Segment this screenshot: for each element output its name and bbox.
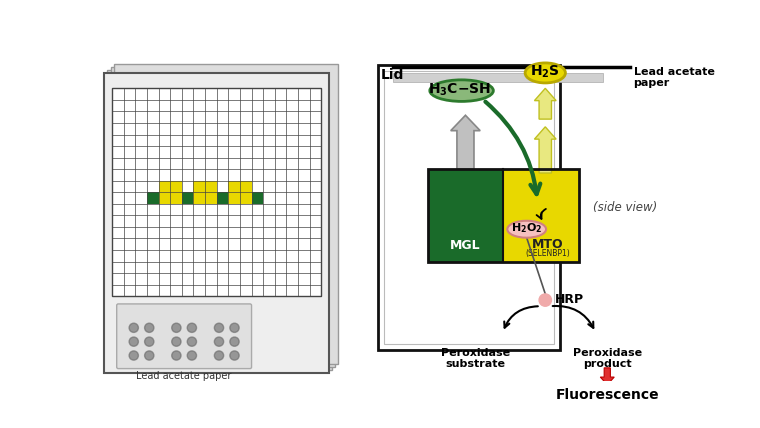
Bar — [194, 181, 205, 192]
Circle shape — [214, 351, 223, 360]
Bar — [228, 181, 240, 192]
Circle shape — [144, 351, 154, 360]
Text: HRP: HRP — [555, 293, 584, 306]
Bar — [428, 169, 579, 262]
Circle shape — [187, 337, 197, 346]
FancyArrow shape — [534, 88, 556, 119]
Text: MTO: MTO — [532, 238, 563, 251]
Bar — [159, 192, 170, 204]
Text: Fluorescence: Fluorescence — [556, 388, 659, 402]
Bar — [159, 192, 170, 204]
Text: $\mathbf{H_2O_2}$: $\mathbf{H_2O_2}$ — [511, 222, 543, 235]
Text: (side view): (side view) — [594, 201, 657, 214]
Circle shape — [172, 351, 181, 360]
Bar — [378, 65, 560, 350]
Bar — [205, 192, 217, 204]
Text: (SELENBP1): (SELENBP1) — [525, 249, 570, 258]
Circle shape — [230, 323, 239, 333]
FancyBboxPatch shape — [110, 67, 335, 367]
Text: Lead acetate
paper: Lead acetate paper — [634, 67, 714, 88]
Bar — [384, 71, 554, 344]
Text: MGL: MGL — [450, 239, 481, 253]
Circle shape — [144, 323, 154, 333]
Circle shape — [230, 351, 239, 360]
Circle shape — [539, 294, 552, 306]
Text: Peroxidase
substrate: Peroxidase substrate — [441, 348, 510, 369]
Bar — [170, 181, 182, 192]
Bar — [147, 192, 159, 204]
Circle shape — [187, 323, 197, 333]
Bar — [240, 181, 252, 192]
Bar — [205, 192, 217, 204]
Bar — [240, 192, 252, 204]
Ellipse shape — [507, 221, 546, 238]
Bar — [503, 169, 579, 262]
Circle shape — [172, 323, 181, 333]
Circle shape — [144, 337, 154, 346]
Ellipse shape — [430, 80, 493, 101]
FancyBboxPatch shape — [104, 73, 329, 373]
Bar — [394, 73, 603, 82]
Circle shape — [187, 351, 197, 360]
Bar — [194, 192, 205, 204]
Bar — [194, 192, 205, 204]
FancyBboxPatch shape — [107, 70, 332, 370]
Bar — [112, 88, 321, 296]
Circle shape — [230, 337, 239, 346]
Bar — [170, 192, 182, 204]
FancyBboxPatch shape — [117, 304, 252, 369]
Ellipse shape — [525, 63, 565, 83]
Text: Peroxidase
product: Peroxidase product — [573, 348, 642, 369]
Text: $\mathbf{H_3C}$$\mathbf{-SH}$: $\mathbf{H_3C}$$\mathbf{-SH}$ — [429, 82, 492, 98]
Circle shape — [214, 337, 223, 346]
FancyArrow shape — [451, 115, 480, 169]
Text: $\mathbf{H_2S}$: $\mathbf{H_2S}$ — [530, 64, 560, 80]
FancyBboxPatch shape — [113, 64, 338, 364]
Circle shape — [214, 323, 223, 333]
Bar — [159, 181, 170, 192]
Bar — [428, 169, 503, 262]
Circle shape — [129, 323, 138, 333]
Bar — [228, 192, 240, 204]
FancyArrow shape — [534, 127, 556, 173]
Circle shape — [129, 351, 138, 360]
Bar — [170, 192, 182, 204]
Circle shape — [129, 337, 138, 346]
Bar — [182, 192, 194, 204]
Text: Lid: Lid — [381, 68, 404, 82]
Bar — [228, 192, 240, 204]
Bar — [217, 192, 228, 204]
Bar — [252, 192, 263, 204]
Text: Lead acetate paper: Lead acetate paper — [137, 371, 232, 381]
Circle shape — [172, 337, 181, 346]
FancyArrow shape — [600, 368, 614, 385]
Bar — [240, 192, 252, 204]
Bar — [205, 181, 217, 192]
